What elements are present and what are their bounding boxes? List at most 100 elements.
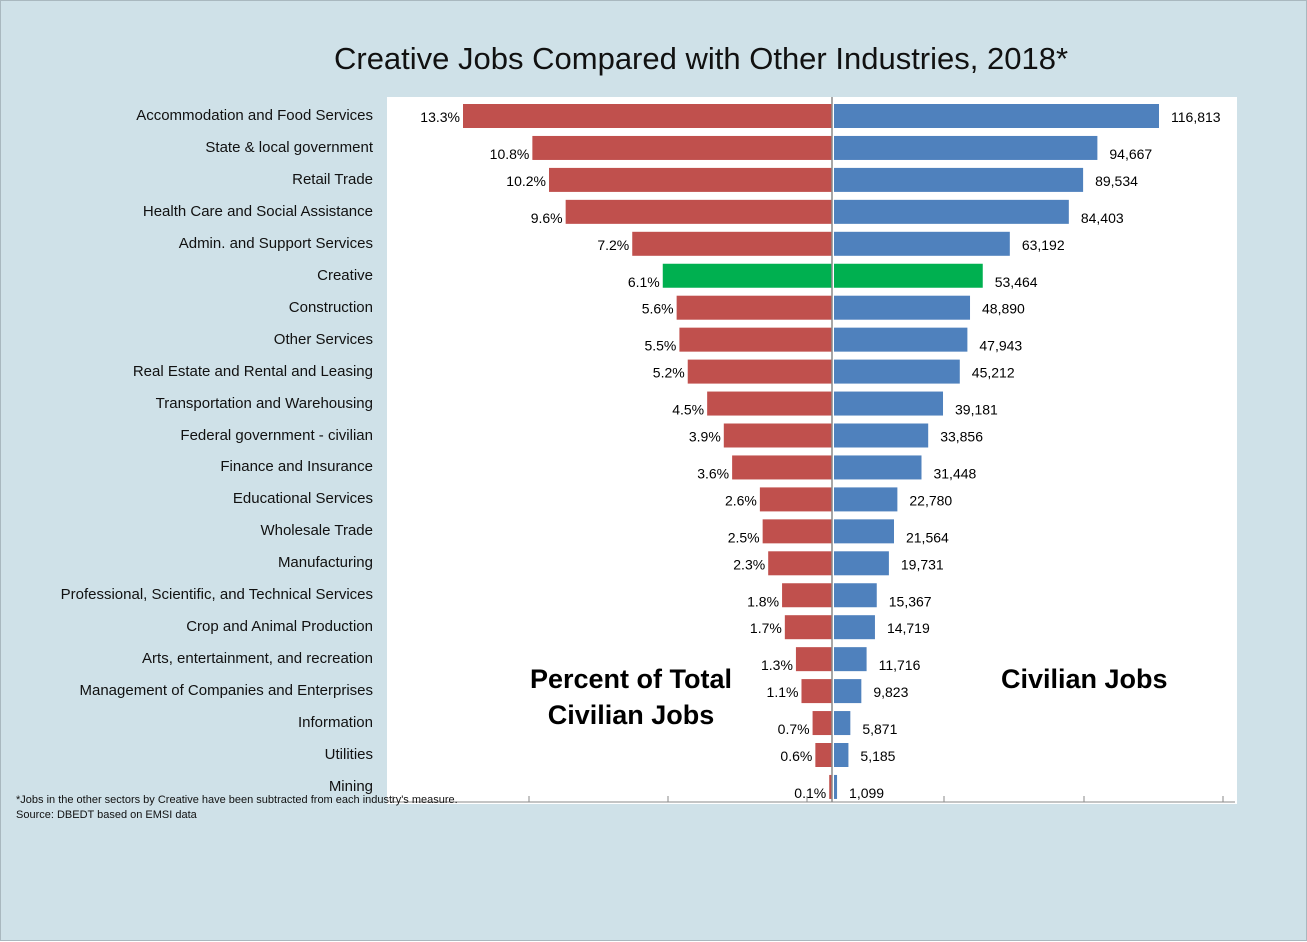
jobs-bar [834, 647, 867, 672]
percent-bar [829, 774, 832, 799]
percent-data-label: 6.1% [628, 274, 660, 290]
jobs-bar [834, 455, 922, 480]
percent-bar [768, 551, 832, 576]
percent-data-label: 0.1% [794, 785, 826, 801]
percent-data-label: 0.7% [778, 721, 810, 737]
jobs-bar [834, 104, 1159, 128]
category-label: Creative [317, 266, 373, 284]
category-label: Federal government - civilian [180, 426, 373, 444]
jobs-data-label: 47,943 [979, 338, 1022, 354]
percent-data-label: 7.2% [597, 237, 629, 253]
percent-data-label: 1.1% [767, 684, 799, 700]
bar-chart: 13.3% 116,813 10.8% 94,667 10.2% 89,534 9.6% 84… [391, 97, 1235, 803]
jobs-panel-label: Civilian Jobs [1001, 664, 1168, 694]
category-label: Information [297, 714, 373, 732]
category-label: Real Estate and Rental and Leasing [132, 362, 373, 380]
percent-data-label: 9.6% [531, 210, 563, 226]
jobs-data-label: 94,667 [1109, 146, 1152, 162]
jobs-data-label: 11,716 [879, 657, 921, 673]
percent-bar [532, 135, 832, 160]
jobs-data-label: 14,719 [887, 620, 930, 636]
category-label: Management of Companies and Enterprises [79, 682, 374, 700]
jobs-data-label: 9,823 [873, 684, 908, 700]
percent-bar [679, 327, 832, 352]
percent-bar [687, 359, 832, 384]
jobs-bar [834, 359, 960, 384]
percent-bar [723, 423, 832, 448]
percent-bar [795, 647, 832, 672]
plot-area: 13.3% 116,813 10.8% 94,667 10.2% 89,534 9.6% 84… [387, 97, 1237, 804]
jobs-data-label: 45,212 [972, 365, 1015, 381]
jobs-bar [834, 327, 968, 352]
jobs-data-label: 31,448 [933, 465, 976, 481]
jobs-bar [834, 711, 851, 736]
category-label: Manufacturing [277, 554, 373, 572]
jobs-data-label: 33,856 [940, 429, 983, 445]
percent-data-label: 1.7% [750, 620, 782, 636]
category-label: Construction [288, 298, 373, 316]
percent-bar [676, 295, 832, 320]
category-label: Accommodation and Food Services [136, 107, 373, 124]
percent-bar [762, 519, 832, 544]
jobs-data-label: 39,181 [955, 402, 998, 418]
percent-data-label: 10.2% [506, 173, 546, 189]
jobs-data-label: 22,780 [909, 492, 952, 508]
category-label: Educational Services [232, 490, 373, 508]
percent-bar [801, 679, 832, 704]
jobs-bar [834, 167, 1084, 192]
percent-bar [812, 711, 832, 736]
percent-bar [632, 231, 832, 256]
percent-panel-label: Percent of Total Civilian Jobs [529, 664, 733, 730]
percent-bar [815, 743, 832, 767]
jobs-data-label: 63,192 [1022, 237, 1065, 253]
jobs-bar [834, 743, 849, 767]
jobs-data-label: 89,534 [1095, 173, 1138, 189]
category-label: Mining [328, 777, 373, 795]
jobs-bar [834, 231, 1010, 256]
percent-data-label: 2.6% [725, 492, 757, 508]
percent-data-label: 13.3% [420, 109, 460, 125]
category-label: Professional, Scientific, and Technical … [60, 586, 373, 604]
category-label: Finance and Insurance [220, 458, 373, 476]
percent-bar [565, 199, 832, 224]
percent-bar [782, 583, 832, 608]
jobs-bar [834, 391, 944, 416]
percent-data-label: 5.6% [642, 301, 674, 317]
category-label: Arts, entertainment, and recreation [142, 650, 373, 668]
footnote: *Jobs in the other sectors by Creative h… [16, 793, 458, 823]
percent-bar [463, 104, 832, 128]
percent-data-label: 3.9% [689, 429, 721, 445]
jobs-data-label: 15,367 [889, 593, 932, 609]
percent-data-label: 0.6% [780, 748, 812, 764]
category-labels: Accommodation and Food Services State & l… [1, 1, 373, 942]
footnote-note: *Jobs in the other sectors by Creative h… [16, 794, 458, 806]
jobs-data-label: 84,403 [1081, 210, 1124, 226]
jobs-data-label: 48,890 [982, 301, 1025, 317]
percent-bar [732, 455, 832, 480]
percent-data-label: 2.3% [733, 556, 765, 572]
jobs-data-label: 19,731 [901, 556, 944, 572]
chart-title: Creative Jobs Compared with Other Indust… [333, 41, 1069, 76]
category-label: Transportation and Warehousing [155, 394, 373, 412]
jobs-bar [834, 199, 1069, 224]
category-label: Admin. and Support Services [178, 234, 373, 252]
percent-bar [784, 615, 832, 640]
footnote-source: Source: DBEDT based on EMSI data [16, 809, 197, 821]
jobs-bar [834, 487, 898, 512]
percent-data-label: 1.8% [747, 593, 779, 609]
jobs-data-label: 116,813 [1171, 109, 1221, 125]
jobs-data-label: 5,871 [862, 721, 897, 737]
jobs-bar [834, 263, 983, 288]
category-label: Other Services [273, 330, 373, 348]
jobs-bar [834, 679, 862, 704]
percent-bar [707, 391, 832, 416]
percent-data-label: 3.6% [697, 465, 729, 481]
percent-data-label: 1.3% [761, 657, 793, 673]
percent-bar [759, 487, 832, 512]
category-label: Wholesale Trade [260, 522, 373, 540]
jobs-bar [834, 774, 838, 799]
jobs-data-label: 21,564 [906, 529, 949, 545]
jobs-data-label: 1,099 [849, 785, 884, 801]
jobs-bar [834, 615, 875, 640]
